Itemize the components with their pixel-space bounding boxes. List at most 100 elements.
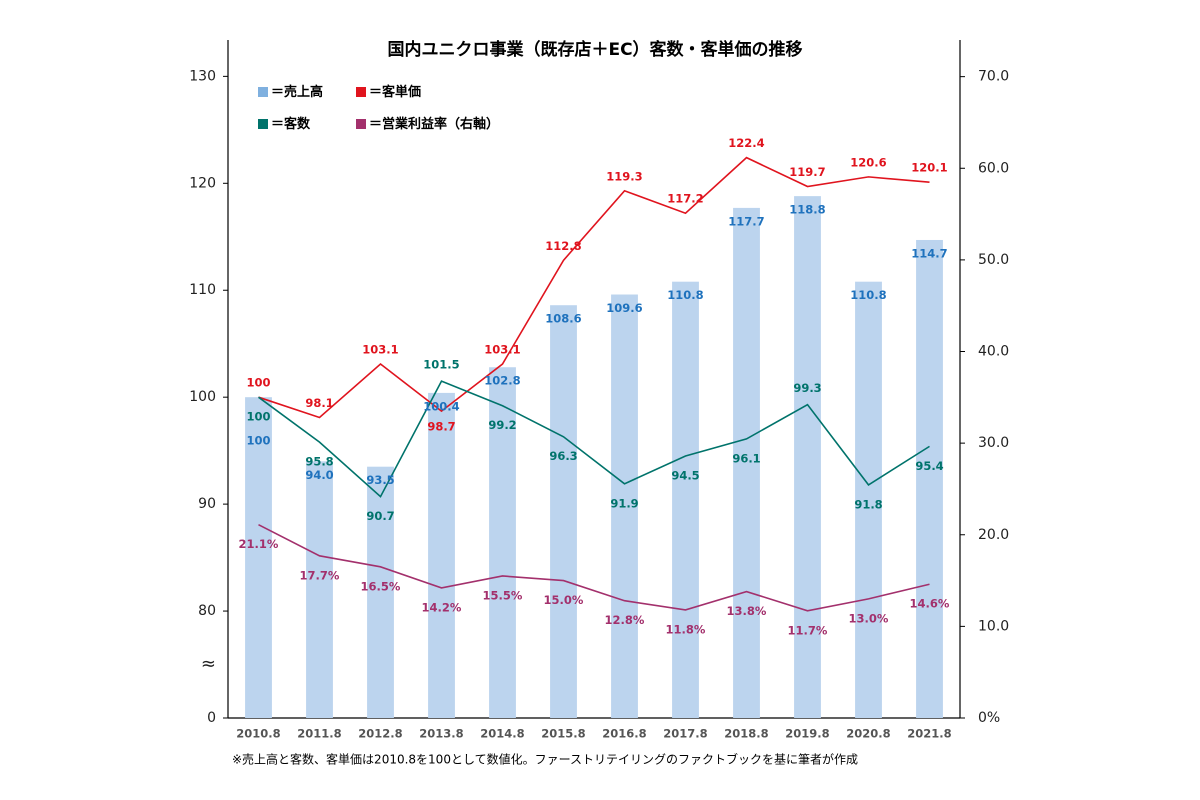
value-label: 99.3: [793, 381, 821, 395]
y2-tick-label: 30.0: [978, 435, 1009, 451]
bar: [489, 367, 516, 718]
value-label: 13.8%: [727, 604, 767, 618]
y-tick-label: 120: [189, 175, 216, 191]
y2-tick-label: 60.0: [978, 160, 1009, 176]
value-label: 96.1: [732, 451, 760, 465]
value-label: 108.6: [545, 312, 581, 326]
x-tick-label: 2019.8: [785, 727, 829, 741]
axis-break: ≈: [201, 654, 216, 675]
legend-swatch: [258, 119, 268, 129]
y-tick-label: 90: [198, 496, 216, 512]
value-label: 16.5%: [361, 579, 401, 593]
value-label: 98.7: [427, 420, 455, 434]
x-tick-label: 2015.8: [541, 727, 585, 741]
value-label: 94.5: [671, 468, 699, 482]
value-label: 122.4: [728, 136, 764, 150]
value-label: 117.7: [728, 214, 764, 228]
y2-tick-label: 10.0: [978, 618, 1009, 634]
legend-name: 客単価: [382, 84, 421, 100]
value-label: 109.6: [606, 301, 642, 315]
value-label: 100: [246, 410, 270, 424]
y-tick-label: 110: [189, 282, 216, 298]
y2-tick-label: 50.0: [978, 252, 1009, 268]
y-tick-label: 100: [189, 389, 216, 405]
x-tick-label: 2012.8: [358, 727, 402, 741]
y-tick-label: 130: [189, 68, 216, 84]
x-tick-label: 2016.8: [602, 727, 646, 741]
value-label: 120.1: [911, 161, 947, 175]
x-tick-label: 2020.8: [846, 727, 890, 741]
value-label: 11.7%: [788, 623, 828, 637]
value-label: 110.8: [850, 288, 886, 302]
legend-swatch: [356, 87, 366, 97]
legend-name: 売上高: [284, 84, 323, 100]
value-label: 21.1%: [239, 537, 279, 551]
value-label: 103.1: [484, 343, 520, 357]
legend-prefix: ＝: [369, 85, 382, 100]
bar: [428, 392, 455, 718]
legend-label: ＝売上高: [271, 84, 323, 100]
value-label: 120.6: [850, 155, 886, 169]
x-tick-label: 2010.8: [236, 727, 280, 741]
value-label: 100: [246, 434, 270, 448]
bar: [672, 281, 699, 718]
value-label: 101.5: [423, 358, 459, 372]
value-label: 103.1: [362, 343, 398, 357]
bar: [306, 461, 333, 718]
legend-label: ＝営業利益率（右軸）: [369, 116, 499, 132]
bar: [794, 196, 821, 718]
legend-name: 営業利益率（右軸）: [382, 116, 499, 132]
legend-prefix: ＝: [369, 117, 382, 132]
legend-swatch: [356, 119, 366, 129]
value-label: 14.2%: [422, 600, 462, 614]
x-tick-label: 2014.8: [480, 727, 524, 741]
value-label: 91.8: [854, 497, 882, 511]
x-tick-label: 2013.8: [419, 727, 463, 741]
value-label: 110.8: [667, 288, 703, 302]
line: [258, 523, 930, 612]
value-label: 94.0: [305, 468, 333, 482]
value-label: 13.0%: [849, 611, 889, 625]
line: [258, 380, 930, 498]
x-tick-label: 2011.8: [297, 727, 341, 741]
line: [258, 156, 930, 419]
value-label: 96.3: [549, 449, 577, 463]
legend-name: 客数: [284, 116, 311, 132]
x-tick-label: 2017.8: [663, 727, 707, 741]
value-label: 17.7%: [300, 568, 340, 582]
value-label: 112.8: [545, 239, 581, 253]
value-label: 11.8%: [666, 622, 706, 636]
y-tick-label: 0: [207, 710, 216, 726]
value-label: 12.8%: [605, 613, 645, 627]
y2-tick-label: 0%: [978, 710, 1000, 726]
legend-prefix: ＝: [271, 85, 284, 100]
bar: [855, 281, 882, 718]
legend-prefix: ＝: [271, 117, 284, 132]
y-tick-label: 80: [198, 603, 216, 619]
value-label: 118.8: [789, 203, 825, 217]
value-label: 95.4: [915, 459, 943, 473]
footnote: ※売上高と客数、客単価は2010.8を100として数値化。ファーストリテイリング…: [232, 752, 858, 767]
value-label: 91.9: [610, 496, 638, 510]
bar: [245, 397, 272, 718]
x-tick-label: 2021.8: [907, 727, 951, 741]
value-label: 114.7: [911, 246, 947, 260]
bar: [611, 294, 638, 718]
legend-label: ＝客単価: [369, 84, 421, 100]
bar: [916, 239, 943, 719]
y2-tick-label: 70.0: [978, 69, 1009, 85]
value-label: 100.4: [423, 399, 459, 413]
value-label: 102.8: [484, 374, 520, 388]
value-label: 117.2: [667, 192, 703, 206]
y2-tick-label: 20.0: [978, 527, 1009, 543]
bar: [367, 466, 394, 718]
chart-title: 国内ユニクロ事業（既存店＋EC）客数・客単価の推移: [387, 39, 802, 60]
legend-label: ＝客数: [271, 116, 311, 132]
value-label: 15.0%: [544, 593, 584, 607]
value-label: 99.2: [488, 418, 516, 432]
bar: [550, 305, 577, 718]
legend-swatch: [258, 87, 268, 97]
y2-tick-label: 40.0: [978, 344, 1009, 360]
bar: [733, 207, 760, 718]
